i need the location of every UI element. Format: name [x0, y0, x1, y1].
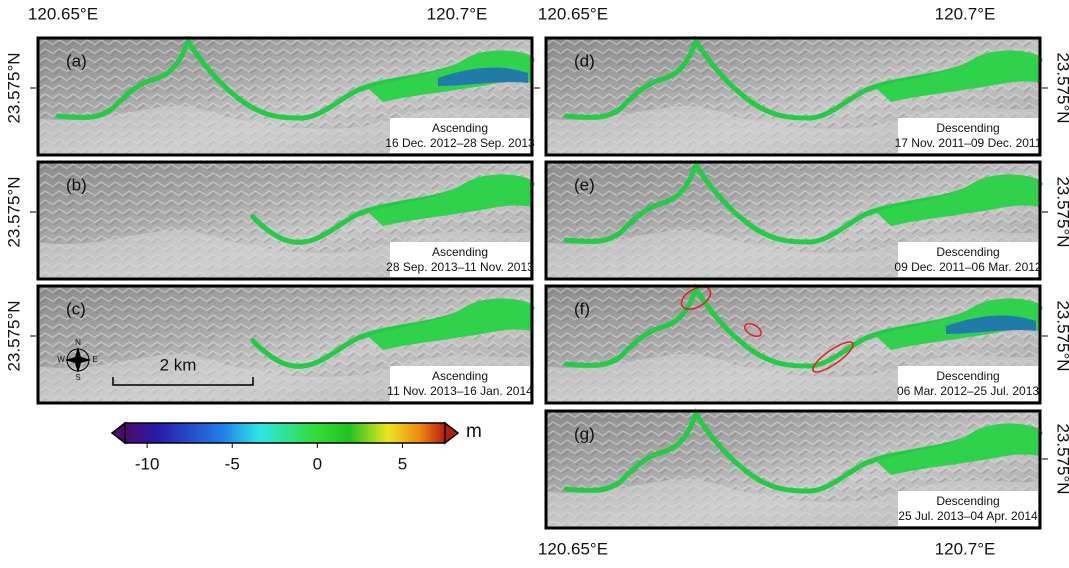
orbit-label: Descending — [936, 245, 999, 259]
colorbar-low-arrow — [112, 423, 125, 443]
panel-label: (d) — [574, 51, 595, 70]
lat-label: 23.575°N — [4, 52, 23, 123]
colorbar-tick-label: 0 — [313, 454, 322, 473]
date-range: 06 Mar. 2012–25 Jul. 2013 — [897, 384, 1039, 398]
colorbar-gradient — [125, 423, 445, 443]
lon-label: 120.7°E — [427, 4, 488, 23]
lon-label: 120.65°E — [538, 539, 608, 558]
panel-label: (g) — [574, 424, 595, 443]
orbit-label: Ascending — [432, 245, 488, 259]
date-range: 28 Sep. 2013–11 Nov. 2013 — [386, 260, 534, 274]
colorbar-tick-label: 5 — [398, 454, 407, 473]
figure: (a)Ascending16 Dec. 2012–28 Sep. 201323.… — [0, 0, 1069, 563]
date-range: 17 Nov. 2011–09 Dec. 2011 — [895, 136, 1042, 150]
panel-label: (a) — [66, 51, 87, 70]
lon-label: 120.7°E — [935, 539, 996, 558]
colorbar-tick-label: -10 — [135, 454, 160, 473]
lat-label: 23.575°N — [4, 176, 23, 247]
lon-label: 120.65°E — [28, 4, 98, 23]
compass-letter: S — [75, 373, 80, 382]
colorbar-high-arrow — [445, 423, 458, 443]
lat-label: 23.575°N — [1054, 176, 1069, 247]
lat-label: 23.575°N — [4, 300, 23, 371]
date-range: 11 Nov. 2013–16 Jan. 2014 — [387, 384, 533, 398]
compass-letter: W — [57, 355, 65, 364]
lon-label: 120.65°E — [538, 4, 608, 23]
panel-label: (c) — [66, 299, 86, 318]
orbit-label: Ascending — [432, 121, 488, 135]
colorbar: m -10 -5 0 5 — [112, 421, 482, 473]
panel-label: (f) — [574, 299, 590, 318]
colorbar-tick-label: -5 — [225, 454, 240, 473]
date-range: 16 Dec. 2012–28 Sep. 2013 — [385, 136, 535, 150]
date-range: 09 Dec. 2011–06 Mar. 2012 — [894, 260, 1042, 274]
lon-label: 120.7°E — [935, 4, 996, 23]
scale-bar-label: 2 km — [160, 355, 197, 374]
compass-letter: E — [92, 355, 97, 364]
lat-label: 23.575°N — [1054, 52, 1069, 123]
lat-label: 23.575°N — [1054, 300, 1069, 371]
orbit-label: Descending — [936, 494, 999, 508]
orbit-label: Ascending — [432, 369, 488, 383]
panel-label: (b) — [66, 175, 87, 194]
lat-label: 23.575°N — [1054, 423, 1069, 494]
colorbar-unit: m — [466, 421, 482, 442]
orbit-label: Descending — [936, 369, 999, 383]
compass-letter: N — [75, 338, 81, 347]
orbit-label: Descending — [936, 121, 999, 135]
date-range: 25 Jul. 2013–04 Apr. 2014 — [898, 509, 1038, 523]
panel-label: (e) — [574, 175, 595, 194]
